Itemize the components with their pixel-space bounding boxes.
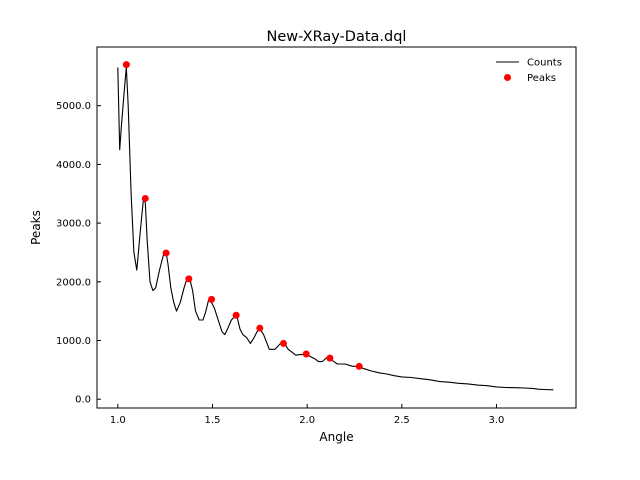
peak-point: [122, 61, 130, 69]
y-tick-label: 1000.0: [56, 336, 91, 347]
legend-swatch-peaks: [504, 74, 511, 81]
x-tick-label: 1.5: [205, 415, 221, 426]
y-axis-label: Peaks: [29, 210, 43, 245]
x-tick-label: 3.0: [489, 415, 505, 426]
peak-point: [256, 324, 264, 332]
peak-point: [326, 354, 334, 362]
y-tick-label: 4000.0: [56, 160, 91, 171]
legend-label-counts: Counts: [527, 58, 562, 69]
axes-frame: [96, 46, 577, 409]
series-line-counts: [117, 66, 554, 391]
y-tick-label: 5000.0: [56, 101, 91, 112]
y-tick-label: 2000.0: [56, 277, 91, 288]
peak-point: [232, 311, 240, 319]
plot-area: [117, 61, 554, 391]
peak-point: [355, 362, 363, 370]
peak-point: [141, 194, 149, 202]
y-tick-label: 0.0: [75, 395, 91, 406]
peak-point: [302, 350, 310, 358]
x-tick-label: 1.0: [110, 415, 126, 426]
series-points-peaks: [122, 61, 363, 370]
peak-point: [208, 295, 216, 303]
legend: Counts Peaks: [496, 58, 562, 84]
y-tick-label: 3000.0: [56, 219, 91, 230]
x-axis-label: Angle: [319, 430, 353, 444]
peak-point: [162, 249, 170, 257]
peak-point: [185, 275, 193, 283]
x-tick-label: 2.0: [299, 415, 315, 426]
legend-label-peaks: Peaks: [527, 73, 556, 84]
x-tick-label: 2.5: [394, 415, 410, 426]
axis-ticks: 1.0 1.5 2.0 2.5 3.0 0.0 1000.0 2000.0 3000.0 4000…: [56, 101, 504, 426]
peak-point: [279, 339, 287, 347]
chart-title: New-XRay-Data.dql: [267, 29, 407, 45]
